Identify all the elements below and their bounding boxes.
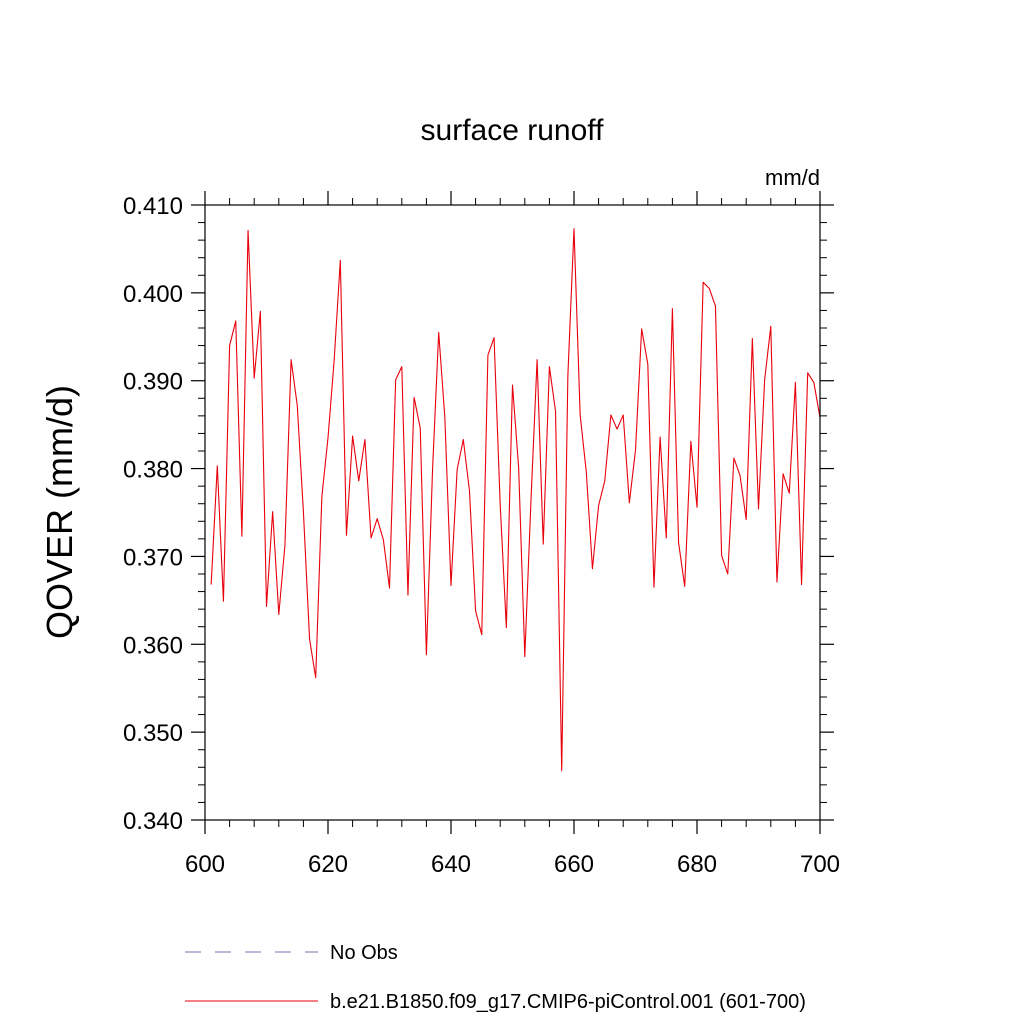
legend-label-no-obs: No Obs xyxy=(330,942,398,964)
x-tick-label: 700 xyxy=(800,851,840,878)
y-tick-label: 0.360 xyxy=(123,632,183,659)
y-major-ticks xyxy=(191,205,834,820)
legend: No Obs b.e21.B1850.f09_g17.CMIP6-piContr… xyxy=(185,942,806,1013)
line-chart: 600 620 640 660 680 700 0.3400.3500.3600.3700… xyxy=(0,0,1024,1024)
y-tick-label: 0.340 xyxy=(123,808,183,835)
x-major-ticks xyxy=(205,191,820,834)
x-tick-labels: 600 620 640 660 680 700 xyxy=(185,851,840,878)
legend-label-picontrol: b.e21.B1850.f09_g17.CMIP6-piControl.001 … xyxy=(330,991,806,1013)
y-tick-labels: 0.340 0.350 0.360 0.370 0.380 0.390 0.400 0.410 xyxy=(123,193,183,835)
y-tick-label: 0.350 xyxy=(123,720,183,747)
y-axis-label: QOVER (mm/d) xyxy=(39,385,80,639)
units-label: mm/d xyxy=(765,165,820,190)
y-tick-label: 0.370 xyxy=(123,544,183,571)
series-line-1 xyxy=(211,229,820,771)
y-tick-label: 0.380 xyxy=(123,457,183,484)
series-lines xyxy=(211,229,820,771)
x-tick-label: 640 xyxy=(431,851,471,878)
x-tick-label: 660 xyxy=(554,851,594,878)
y-tick-label: 0.390 xyxy=(123,369,183,396)
y-tick-label: 0.410 xyxy=(123,193,183,220)
x-tick-label: 600 xyxy=(185,851,225,878)
y-minor-ticks xyxy=(198,223,827,803)
plot-frame xyxy=(205,205,820,820)
y-tick-label: 0.400 xyxy=(123,281,183,308)
chart-title: surface runoff xyxy=(421,114,605,147)
x-tick-label: 620 xyxy=(308,851,348,878)
x-tick-label: 680 xyxy=(677,851,717,878)
